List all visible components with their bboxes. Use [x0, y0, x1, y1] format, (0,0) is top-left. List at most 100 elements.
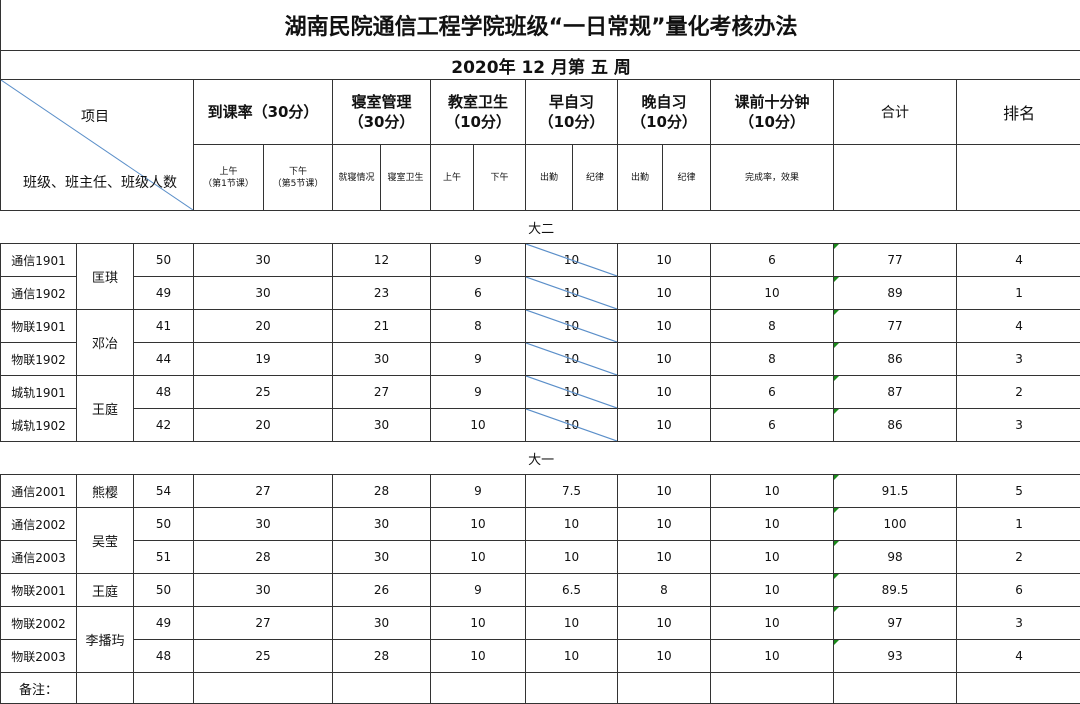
total-cell[interactable]: 93	[833, 639, 957, 673]
dorm-cell[interactable]: 26	[332, 573, 431, 607]
morning-cell[interactable]: 10	[525, 408, 618, 442]
count-cell[interactable]: 49	[133, 276, 194, 310]
teacher-cell[interactable]: 邓冶	[76, 309, 134, 376]
total-cell[interactable]: 86	[833, 408, 957, 442]
class-cell[interactable]: 通信2001	[0, 474, 77, 508]
morning-cell[interactable]: 10	[525, 540, 618, 574]
evening-cell[interactable]: 10	[617, 507, 711, 541]
teacher-cell[interactable]: 吴莹	[76, 507, 134, 574]
teacher-cell[interactable]: 王庭	[76, 375, 134, 442]
attendance-cell[interactable]: 25	[193, 639, 333, 673]
evening-cell[interactable]: 10	[617, 276, 711, 310]
morning-cell[interactable]: 10	[525, 276, 618, 310]
evening-cell[interactable]: 8	[617, 573, 711, 607]
rank-cell[interactable]: 2	[955, 375, 1080, 409]
dorm-cell[interactable]: 27	[332, 375, 431, 409]
count-cell[interactable]: 50	[133, 243, 194, 277]
count-cell[interactable]: 48	[133, 639, 194, 673]
class-cell[interactable]: 通信1902	[0, 276, 77, 310]
count-cell[interactable]: 50	[133, 573, 194, 607]
evening-cell[interactable]: 10	[617, 408, 711, 442]
count-cell[interactable]: 44	[133, 342, 194, 376]
dorm-cell[interactable]: 30	[332, 606, 431, 640]
note-empty-cell[interactable]	[193, 672, 333, 704]
total-cell[interactable]: 86	[833, 342, 957, 376]
evening-cell[interactable]: 10	[617, 606, 711, 640]
classroom-cell[interactable]: 9	[430, 375, 526, 409]
count-cell[interactable]: 41	[133, 309, 194, 343]
classroom-cell[interactable]: 10	[430, 540, 526, 574]
morning-cell[interactable]: 10	[525, 507, 618, 541]
preclass-cell[interactable]: 10	[710, 507, 834, 541]
total-cell[interactable]: 91.5	[833, 474, 957, 508]
classroom-cell[interactable]: 9	[430, 243, 526, 277]
class-cell[interactable]: 城轨1902	[0, 408, 77, 442]
attendance-cell[interactable]: 30	[193, 243, 333, 277]
note-empty-cell[interactable]	[617, 672, 711, 704]
class-cell[interactable]: 物联2001	[0, 573, 77, 607]
classroom-cell[interactable]: 10	[430, 408, 526, 442]
evening-cell[interactable]: 10	[617, 375, 711, 409]
rank-cell[interactable]: 5	[955, 474, 1080, 508]
dorm-cell[interactable]: 30	[332, 342, 431, 376]
class-cell[interactable]: 物联2003	[0, 639, 77, 673]
preclass-cell[interactable]: 8	[710, 309, 834, 343]
note-empty-cell[interactable]	[710, 672, 834, 704]
count-cell[interactable]: 42	[133, 408, 194, 442]
total-cell[interactable]: 77	[833, 243, 957, 277]
count-cell[interactable]: 48	[133, 375, 194, 409]
class-cell[interactable]: 物联1902	[0, 342, 77, 376]
classroom-cell[interactable]: 9	[430, 573, 526, 607]
morning-cell[interactable]: 10	[525, 639, 618, 673]
preclass-cell[interactable]: 10	[710, 474, 834, 508]
class-cell[interactable]: 物联2002	[0, 606, 77, 640]
dorm-cell[interactable]: 30	[332, 408, 431, 442]
rank-cell[interactable]: 4	[955, 243, 1080, 277]
rank-cell[interactable]: 4	[955, 639, 1080, 673]
note-empty-cell[interactable]	[955, 672, 1080, 704]
teacher-cell[interactable]: 王庭	[76, 573, 134, 607]
morning-cell[interactable]: 10	[525, 606, 618, 640]
teacher-cell[interactable]: 匡琪	[76, 243, 134, 310]
rank-cell[interactable]: 3	[955, 408, 1080, 442]
evening-cell[interactable]: 10	[617, 474, 711, 508]
morning-cell[interactable]: 6.5	[525, 573, 618, 607]
attendance-cell[interactable]: 25	[193, 375, 333, 409]
dorm-cell[interactable]: 12	[332, 243, 431, 277]
preclass-cell[interactable]: 6	[710, 243, 834, 277]
preclass-cell[interactable]: 6	[710, 408, 834, 442]
morning-cell[interactable]: 7.5	[525, 474, 618, 508]
classroom-cell[interactable]: 10	[430, 606, 526, 640]
rank-cell[interactable]: 4	[955, 309, 1080, 343]
classroom-cell[interactable]: 6	[430, 276, 526, 310]
dorm-cell[interactable]: 30	[332, 507, 431, 541]
attendance-cell[interactable]: 28	[193, 540, 333, 574]
count-cell[interactable]: 54	[133, 474, 194, 508]
evening-cell[interactable]: 10	[617, 639, 711, 673]
attendance-cell[interactable]: 30	[193, 573, 333, 607]
attendance-cell[interactable]: 27	[193, 606, 333, 640]
class-cell[interactable]: 通信1901	[0, 243, 77, 277]
total-cell[interactable]: 97	[833, 606, 957, 640]
count-cell[interactable]: 51	[133, 540, 194, 574]
attendance-cell[interactable]: 19	[193, 342, 333, 376]
preclass-cell[interactable]: 6	[710, 375, 834, 409]
rank-cell[interactable]: 3	[955, 342, 1080, 376]
evening-cell[interactable]: 10	[617, 540, 711, 574]
classroom-cell[interactable]: 10	[430, 507, 526, 541]
class-cell[interactable]: 通信2003	[0, 540, 77, 574]
class-cell[interactable]: 物联1901	[0, 309, 77, 343]
class-cell[interactable]: 城轨1901	[0, 375, 77, 409]
preclass-cell[interactable]: 10	[710, 639, 834, 673]
preclass-cell[interactable]: 10	[710, 540, 834, 574]
rank-cell[interactable]: 1	[955, 507, 1080, 541]
note-empty-cell[interactable]	[332, 672, 431, 704]
classroom-cell[interactable]: 8	[430, 309, 526, 343]
count-cell[interactable]: 49	[133, 606, 194, 640]
teacher-cell[interactable]: 李播玙	[76, 606, 134, 673]
dorm-cell[interactable]: 28	[332, 639, 431, 673]
rank-cell[interactable]: 6	[955, 573, 1080, 607]
dorm-cell[interactable]: 21	[332, 309, 431, 343]
rank-cell[interactable]: 2	[955, 540, 1080, 574]
morning-cell[interactable]: 10	[525, 309, 618, 343]
